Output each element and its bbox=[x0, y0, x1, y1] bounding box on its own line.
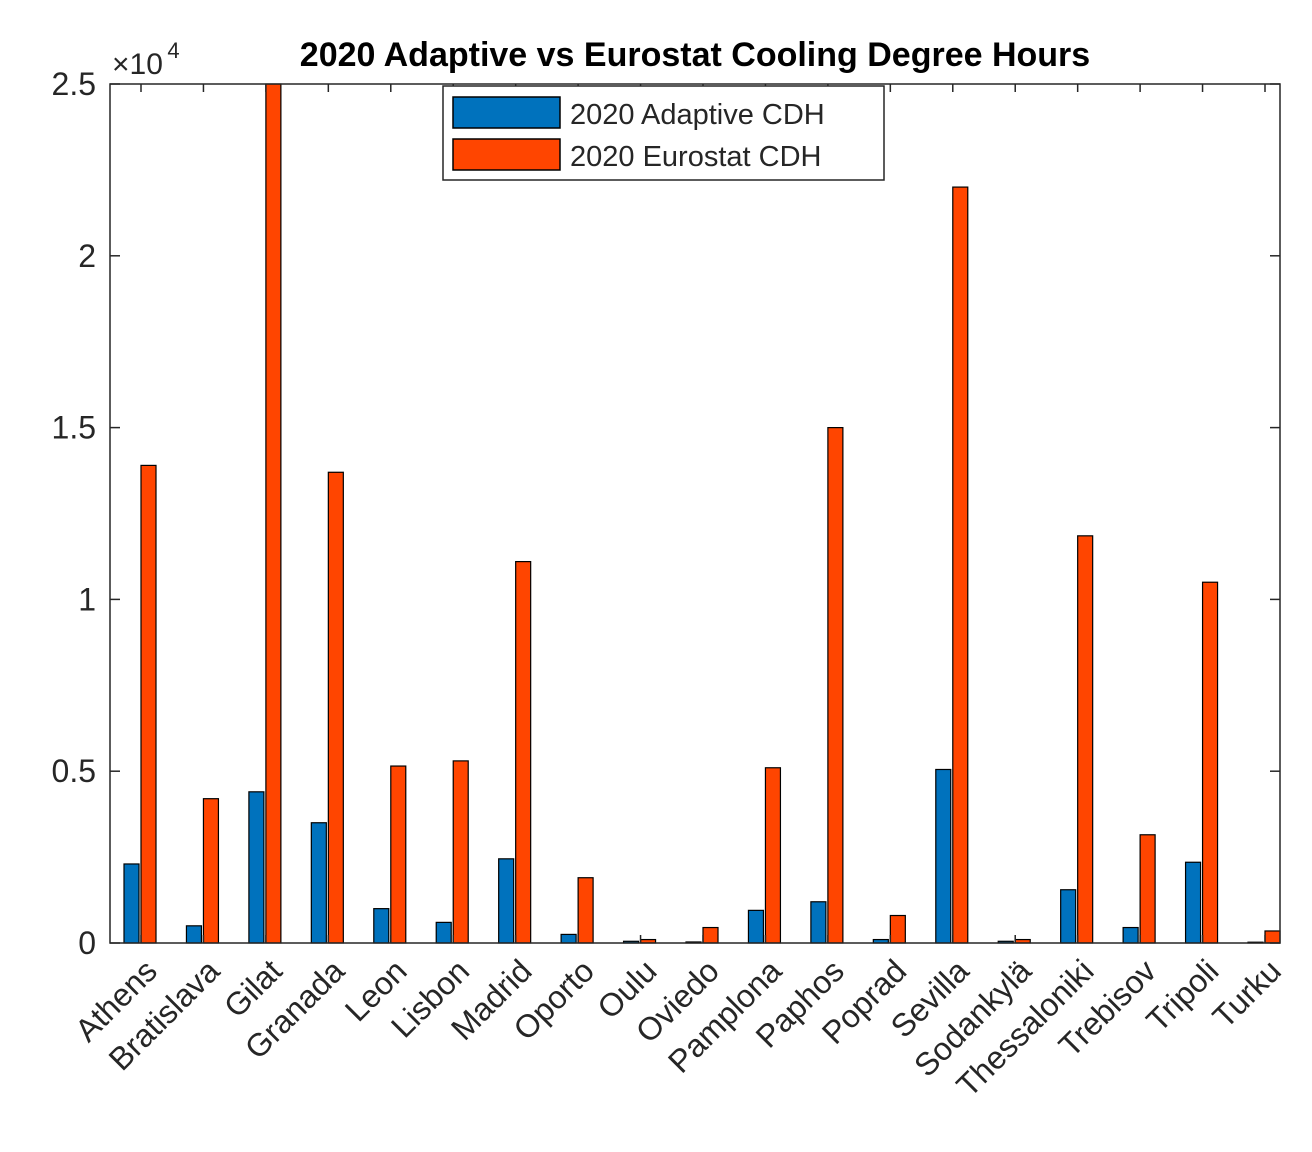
bar-adaptive-thessaloniki bbox=[1060, 889, 1077, 944]
bar-eurostat-granada bbox=[327, 471, 344, 944]
chart-title: 2020 Adaptive vs Eurostat Cooling Degree… bbox=[300, 36, 1090, 74]
legend-label-eurostat: 2020 Eurostat CDH bbox=[570, 141, 821, 173]
bar-adaptive-pamplona bbox=[747, 909, 765, 944]
bar-eurostat-lisbon bbox=[452, 760, 469, 944]
exponent-power: 4 bbox=[167, 38, 179, 63]
bar-eurostat-gilat bbox=[265, 83, 282, 944]
y-tick-label: 2.5 bbox=[52, 66, 96, 102]
bar-adaptive-granada bbox=[310, 822, 327, 944]
bar-eurostat-turku bbox=[1264, 930, 1281, 944]
legend-swatch-adaptive bbox=[452, 96, 561, 129]
y-tick-labels: 0 0.5 1 1.5 2 2.5 bbox=[52, 66, 96, 961]
exponent-base: ×10 bbox=[112, 48, 163, 81]
bar-eurostat-oporto bbox=[577, 877, 594, 944]
legend-label-adaptive: 2020 Adaptive CDH bbox=[570, 99, 825, 131]
bar-adaptive-gilat bbox=[248, 791, 265, 944]
legend: 2020 Adaptive CDH 2020 Eurostat CDH bbox=[442, 85, 885, 181]
bar-adaptive-madrid bbox=[498, 858, 515, 944]
bar-adaptive-tripoli bbox=[1184, 861, 1202, 944]
bar-eurostat-leon bbox=[390, 765, 407, 944]
bar-adaptive-sevilla bbox=[935, 768, 952, 944]
y-tick-label: 0.5 bbox=[52, 753, 96, 789]
bar-eurostat-madrid bbox=[515, 560, 532, 944]
bar-eurostat-bratislava bbox=[202, 798, 220, 944]
bar-eurostat-paphos bbox=[827, 427, 844, 944]
bar-eurostat-tripoli bbox=[1201, 581, 1219, 944]
y-axis-exponent: ×10 4 bbox=[112, 38, 180, 81]
bar-eurostat-sevilla bbox=[952, 186, 969, 944]
bar-eurostat-pamplona bbox=[764, 767, 782, 944]
y-tick-label: 2 bbox=[78, 238, 96, 274]
x-tick-label: Tripoli bbox=[1139, 952, 1225, 1038]
bar-eurostat-athens bbox=[140, 464, 157, 944]
bar-adaptive-athens bbox=[123, 863, 140, 944]
bar-adaptive-paphos bbox=[810, 901, 827, 944]
y-tick-label: 1 bbox=[78, 581, 96, 617]
legend-swatch-eurostat bbox=[452, 138, 561, 171]
x-tick-label: Turku bbox=[1205, 952, 1287, 1034]
bar-eurostat-thessaloniki bbox=[1077, 535, 1094, 944]
bar-adaptive-trebisov bbox=[1122, 926, 1139, 944]
y-tick-label: 1.5 bbox=[52, 410, 96, 446]
bar-adaptive-oporto bbox=[560, 933, 577, 944]
bar-eurostat-oviedo bbox=[702, 926, 719, 944]
plot-area bbox=[110, 84, 1280, 943]
bar-eurostat-trebisov bbox=[1139, 834, 1156, 944]
bar-eurostat-poprad bbox=[889, 914, 906, 944]
x-tick-labels: AthensBratislavaGilatGranadaLeonLisbonMa… bbox=[68, 952, 1288, 1103]
bars-layer bbox=[123, 83, 1281, 944]
plot-frame bbox=[109, 83, 1281, 944]
bar-adaptive-bratislava bbox=[185, 925, 203, 944]
bar-adaptive-lisbon bbox=[435, 921, 452, 944]
bar-adaptive-leon bbox=[373, 908, 390, 944]
y-tick-label: 0 bbox=[78, 925, 96, 961]
